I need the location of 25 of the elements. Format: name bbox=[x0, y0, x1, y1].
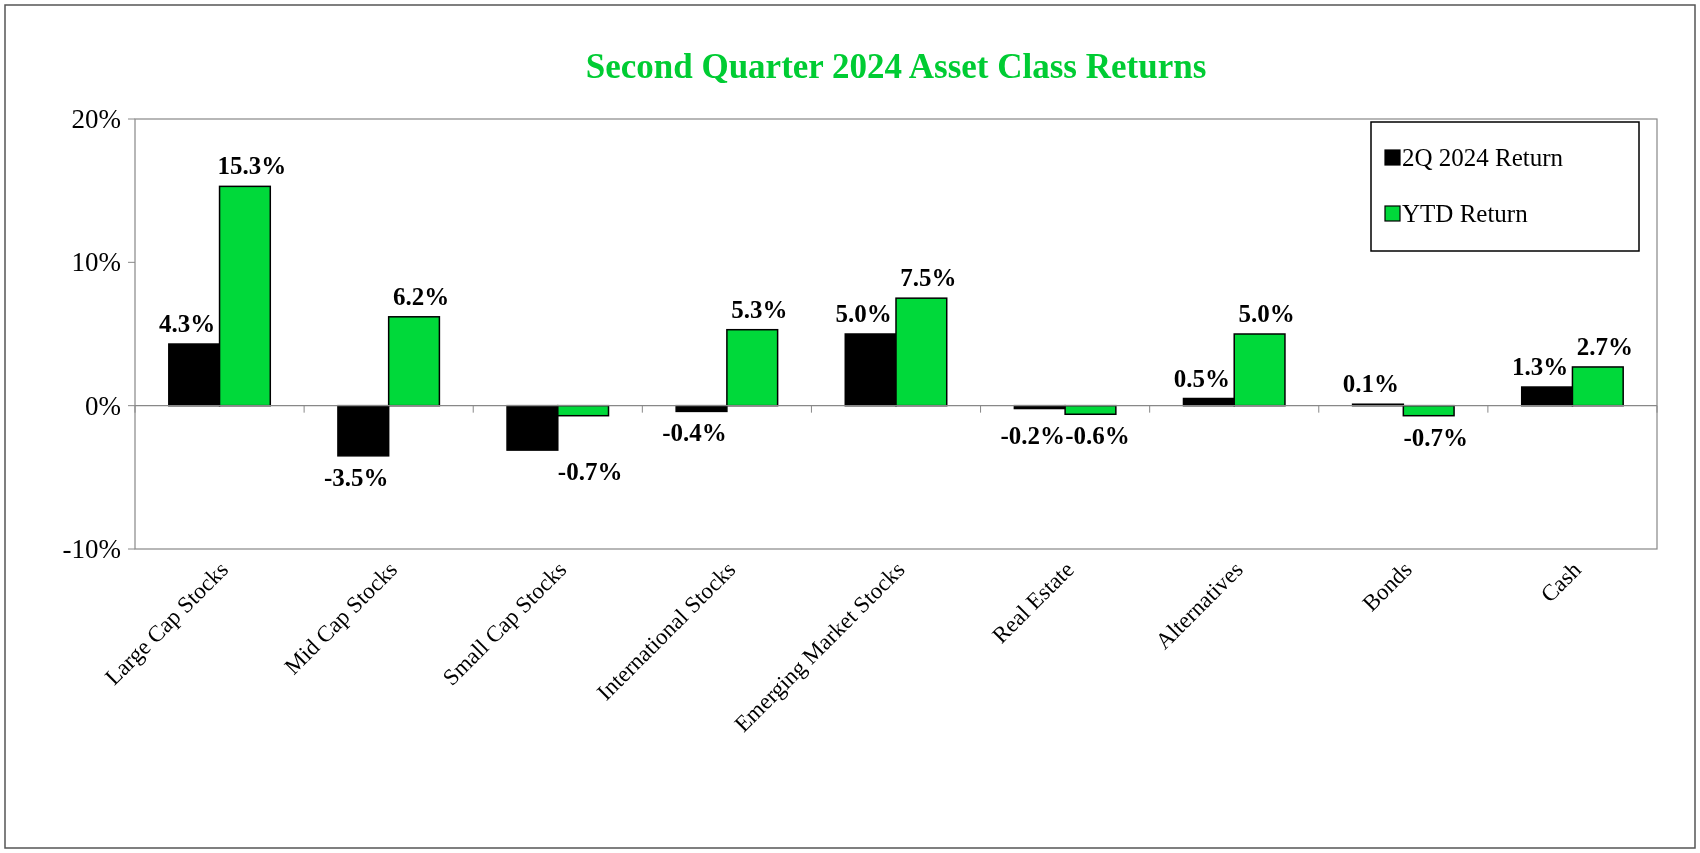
data-label: 2.7% bbox=[1576, 332, 1633, 360]
y-tick-label: -10% bbox=[62, 534, 121, 564]
data-label: -0.7% bbox=[1403, 423, 1468, 451]
data-label: 4.3% bbox=[159, 310, 216, 338]
data-label: -0.6% bbox=[1065, 422, 1130, 450]
data-label: 5.3% bbox=[731, 295, 788, 323]
data-label: 5.0% bbox=[835, 300, 892, 327]
data-label: -0.2% bbox=[1000, 422, 1066, 450]
data-label: 1.3% bbox=[1511, 353, 1569, 381]
data-label: 0.1% bbox=[1342, 370, 1400, 398]
data-label: 5.0% bbox=[1238, 300, 1295, 327]
chart-title: Second Quarter 2024 Asset Class Returns bbox=[585, 47, 1207, 86]
data-label: 15.3% bbox=[217, 152, 287, 180]
data-label: -0.4% bbox=[662, 419, 727, 447]
y-tick-label: 10% bbox=[71, 247, 121, 278]
data-label: 6.2% bbox=[392, 282, 450, 310]
data-label: 7.5% bbox=[900, 264, 957, 292]
legend-label: 2Q 2024 Return bbox=[1402, 144, 1564, 171]
y-tick-label: 0% bbox=[85, 390, 121, 421]
data-label: -0.7% bbox=[557, 458, 623, 486]
legend-label: YTD Return bbox=[1402, 200, 1529, 227]
x-tick-label: Cash bbox=[1535, 556, 1587, 608]
data-label: -3.5% bbox=[324, 463, 389, 491]
data-label: 0.5% bbox=[1173, 364, 1230, 392]
y-tick-label: 20% bbox=[71, 104, 121, 134]
